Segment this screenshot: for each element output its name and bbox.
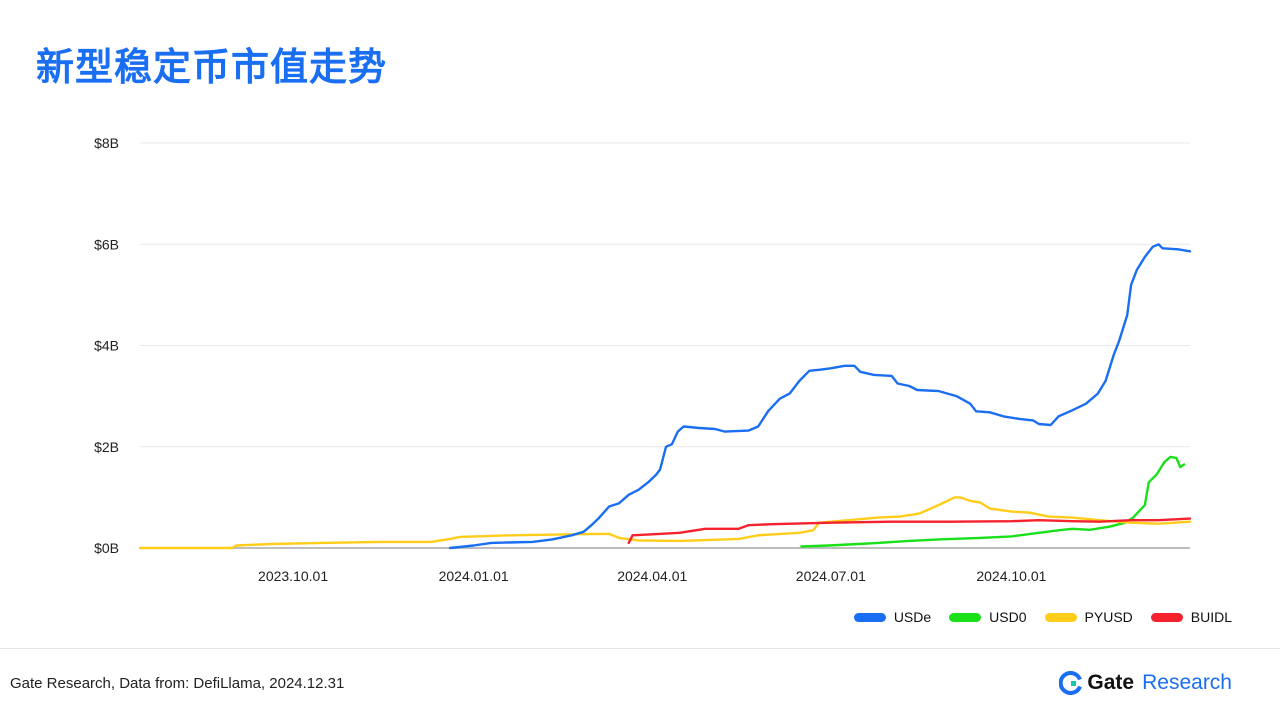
footer-divider bbox=[0, 648, 1280, 649]
brand-logo: Gate Research bbox=[1059, 671, 1232, 695]
page-title: 新型稳定币市值走势 bbox=[36, 45, 388, 89]
legend-swatch-usde bbox=[853, 612, 886, 622]
series-line-buidl bbox=[627, 517, 1192, 545]
legend-label-pyusd: PYUSD bbox=[1084, 609, 1133, 625]
y-tick-label: $4B bbox=[94, 338, 119, 354]
legend-swatch-usd0 bbox=[949, 612, 982, 622]
x-tick-label: 2024.10.01 bbox=[976, 568, 1046, 584]
legend-swatch-pyusd bbox=[1044, 612, 1077, 622]
x-tick-label: 2024.07.01 bbox=[796, 568, 866, 584]
x-tick-label: 2024.01.01 bbox=[439, 568, 509, 584]
chart-legend: USDe USD0 PYUSD BUIDL bbox=[853, 609, 1232, 625]
x-tick-label: 2024.04.01 bbox=[617, 568, 687, 584]
y-tick-label: $8B bbox=[94, 135, 119, 151]
market-cap-line-chart: $0B $2B $4B $6B $8B 2023.10.01 2024.01.01 2024.… bbox=[94, 135, 1192, 584]
series-line-pyusd bbox=[138, 496, 1192, 550]
series-line-usd0 bbox=[800, 455, 1186, 548]
legend-item-pyusd: PYUSD bbox=[1044, 609, 1133, 625]
legend-item-usde: USDe bbox=[853, 609, 932, 625]
legend-swatch-buidl bbox=[1150, 612, 1183, 622]
y-tick-label: $6B bbox=[94, 236, 119, 252]
brand-name: Gate bbox=[1087, 671, 1135, 694]
legend-label-usde: USDe bbox=[893, 609, 932, 625]
legend-label-buidl: BUIDL bbox=[1190, 609, 1232, 625]
brand-sub: Research bbox=[1142, 671, 1232, 694]
gate-logo-icon bbox=[1059, 671, 1083, 695]
series-line-usde bbox=[448, 243, 1192, 550]
y-tick-label: $2B bbox=[94, 439, 119, 455]
x-tick-label: 2023.10.01 bbox=[258, 568, 328, 584]
footer-source: Gate Research, Data from: DefiLlama, 202… bbox=[10, 675, 345, 692]
legend-item-usd0: USD0 bbox=[949, 609, 1027, 625]
legend-label-usd0: USD0 bbox=[989, 609, 1027, 625]
y-tick-label: $0B bbox=[94, 540, 119, 556]
legend-item-buidl: BUIDL bbox=[1150, 609, 1232, 625]
